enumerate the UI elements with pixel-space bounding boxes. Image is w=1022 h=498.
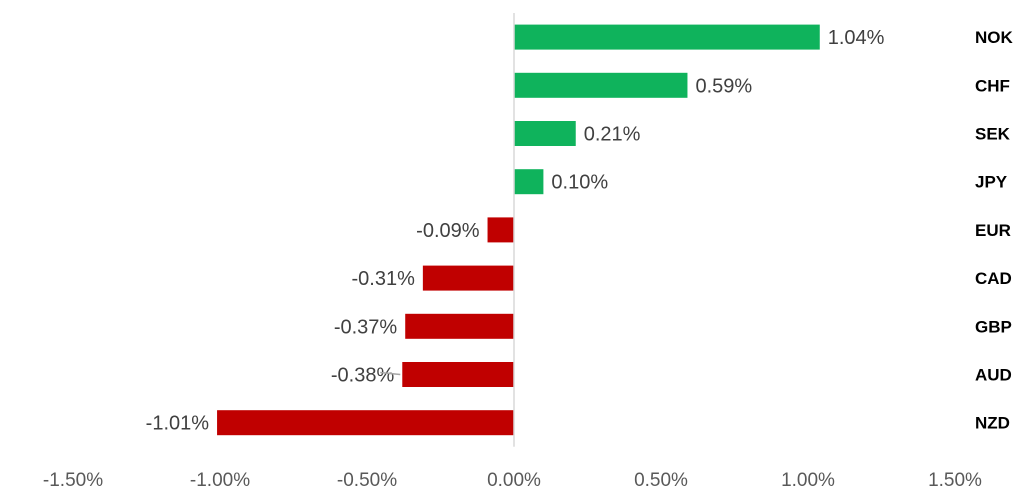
bar-nzd	[217, 410, 514, 436]
data-label-jpy: 0.10%	[551, 172, 608, 194]
data-labels-group: 1.04% 0.59% 0.21% 0.10% -0.09% -0.31% -0.37% -0…	[146, 27, 885, 435]
x-tick-label: 0.50%	[634, 470, 688, 491]
bar-sek	[514, 121, 576, 146]
bars-group	[217, 24, 820, 436]
x-tick-label: 1.50%	[928, 470, 982, 491]
bar-cad	[422, 265, 514, 291]
bar-gbp	[405, 313, 514, 339]
data-label-gbp: -0.37%	[334, 316, 398, 338]
x-tick-label: 0.00%	[487, 470, 541, 491]
data-label-cad: -0.31%	[351, 268, 415, 290]
x-tick-label: -0.50%	[337, 470, 397, 491]
bar-jpy	[514, 169, 544, 195]
data-label-nok: 1.04%	[828, 27, 885, 49]
category-label-jpy: JPY	[975, 173, 1008, 192]
x-tick-label: 1.00%	[781, 470, 835, 491]
data-label-eur: -0.09%	[416, 220, 480, 242]
x-tick-label: -1.50%	[43, 470, 103, 491]
bar-aud	[402, 362, 514, 387]
data-label-sek: 0.21%	[584, 124, 641, 146]
bar-chf	[514, 72, 688, 98]
data-label-chf: 0.59%	[695, 75, 752, 97]
category-label-nzd: NZD	[975, 414, 1010, 433]
category-label-nok: NOK	[975, 28, 1014, 47]
category-label-chf: CHF	[975, 76, 1010, 95]
leader-line-aud	[380, 371, 401, 376]
category-label-gbp: GBP	[975, 317, 1012, 336]
bar-nok	[514, 24, 820, 50]
category-label-aud: AUD	[975, 366, 1012, 385]
x-tick-label: -1.00%	[190, 470, 250, 491]
data-label-nzd: -1.01%	[146, 413, 210, 435]
category-labels-group: NOK CHF SEK JPY EUR CAD GBP AUD NZD	[975, 28, 1014, 433]
x-tick-labels-group: -1.50% -1.00% -0.50% 0.00% 0.50% 1.00% 1.50%	[43, 470, 982, 491]
bar-eur	[487, 217, 514, 243]
category-label-cad: CAD	[975, 269, 1012, 288]
data-label-aud: -0.38%	[331, 365, 395, 387]
category-label-eur: EUR	[975, 221, 1011, 240]
category-label-sek: SEK	[975, 125, 1011, 144]
